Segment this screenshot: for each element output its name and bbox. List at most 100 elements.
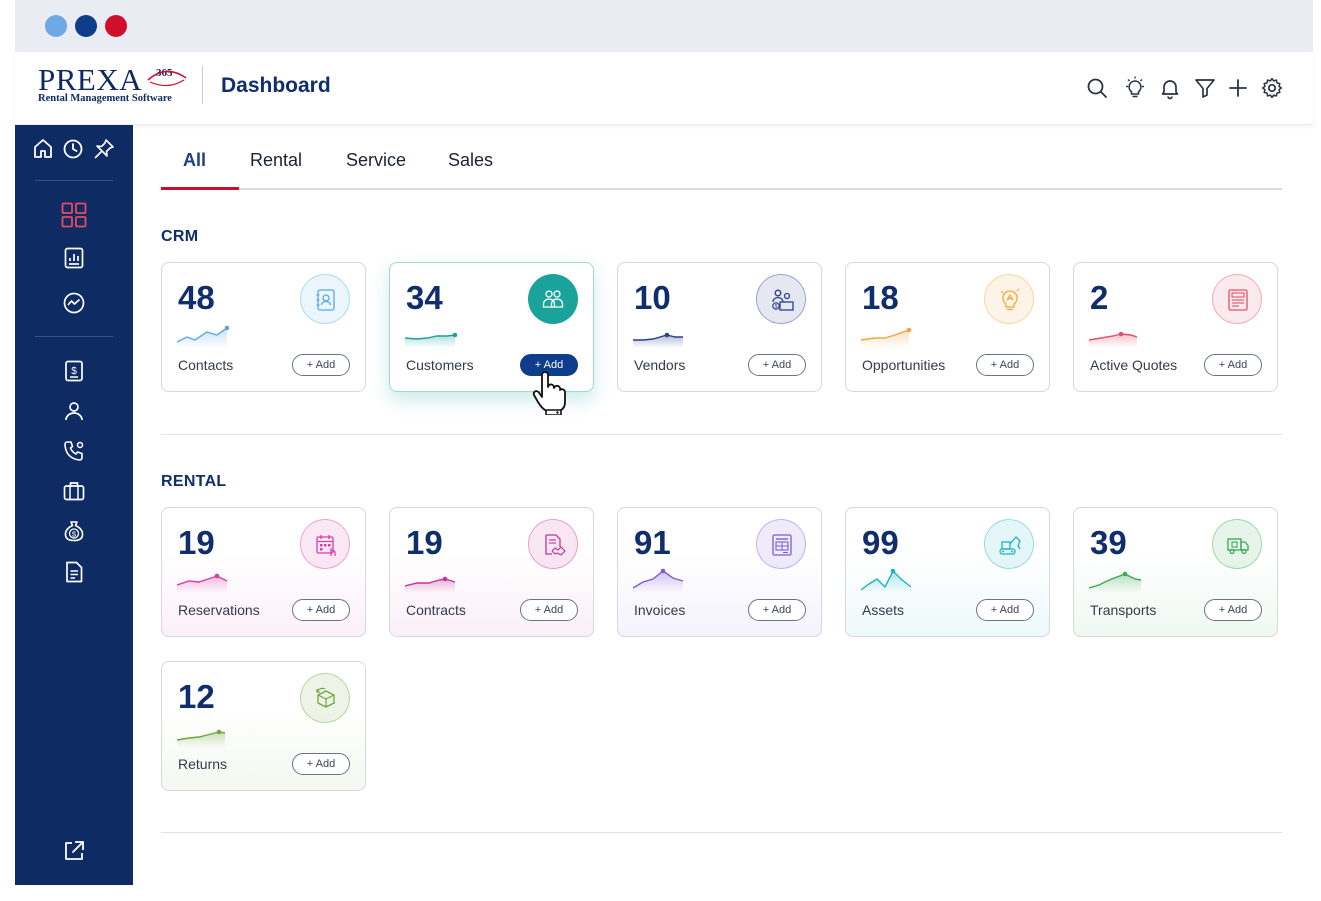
add-vendor-button[interactable]: + Add <box>748 354 806 376</box>
add-button-label: Add <box>771 604 792 616</box>
sparkline <box>405 332 457 348</box>
card-value: 18 <box>862 279 899 316</box>
add-button-label: Add <box>1227 359 1248 371</box>
prexa-logo[interactable]: PREXA 365 Rental Management Software <box>38 64 188 106</box>
filter-icon[interactable] <box>1193 76 1217 100</box>
user-icon[interactable] <box>62 399 86 423</box>
card-vendors[interactable]: 10 $ Vendors + Add <box>617 262 822 392</box>
section-divider <box>161 832 1282 833</box>
card-value: 99 <box>862 524 899 561</box>
card-label: Transports <box>1090 602 1157 618</box>
document-icon[interactable] <box>62 560 86 584</box>
sparkline <box>861 568 912 593</box>
lightbulb-icon[interactable] <box>1123 76 1147 100</box>
add-reservation-button[interactable]: + Add <box>292 599 350 621</box>
gear-icon[interactable] <box>1260 76 1284 100</box>
sparkline-area <box>177 576 227 593</box>
window-close-dot[interactable] <box>105 15 127 37</box>
home-icon[interactable] <box>31 137 55 161</box>
plus-icon[interactable] <box>1226 76 1250 100</box>
clock-icon[interactable] <box>61 137 85 161</box>
tab-sales[interactable]: Sales <box>448 150 494 170</box>
sparkline-point <box>1122 571 1128 577</box>
sparkline-point <box>664 332 670 338</box>
billing-icon[interactable]: $ <box>62 359 86 383</box>
card-label: Invoices <box>634 602 686 618</box>
card-value: 2 <box>1090 279 1109 316</box>
svg-text:$: $ <box>72 530 77 539</box>
add-return-button[interactable]: + Add <box>292 753 350 775</box>
active-tab-indicator <box>161 187 239 190</box>
dashboard-grid-icon[interactable] <box>61 202 87 228</box>
sparkline <box>633 332 683 348</box>
card-returns[interactable]: 12 Returns + Add <box>161 661 366 791</box>
sparkline <box>633 568 684 593</box>
bell-icon[interactable] <box>1158 76 1182 100</box>
category-tabs: All Rental Service Sales <box>161 138 1282 190</box>
phone-icon[interactable] <box>62 439 86 463</box>
sparkline-point <box>442 576 448 582</box>
header-divider <box>202 66 203 104</box>
sparkline-area <box>177 328 227 348</box>
add-customer-button[interactable]: + Add <box>520 354 578 376</box>
card-transports[interactable]: 39 Transports + Add <box>1073 507 1278 637</box>
card-customers[interactable]: 34 Customers + Add <box>389 262 594 415</box>
add-transport-button[interactable]: + Add <box>1204 599 1262 621</box>
sparkline <box>177 729 226 747</box>
contacts-book-icon <box>300 274 350 324</box>
add-asset-button[interactable]: + Add <box>976 599 1034 621</box>
window-minimize-dot[interactable] <box>45 15 67 37</box>
tab-rental[interactable]: Rental <box>250 150 303 170</box>
card-value: 48 <box>178 279 215 316</box>
report-icon[interactable] <box>62 246 86 270</box>
search-icon[interactable] <box>1085 76 1109 100</box>
sparkline-area <box>405 335 455 348</box>
add-button-label: Add <box>999 359 1020 371</box>
card-contacts[interactable]: 48 Contacts + Add <box>161 262 366 392</box>
tab-service[interactable]: Service <box>346 150 407 170</box>
card-active-quotes[interactable]: 2 Active Quotes + Add <box>1073 262 1278 392</box>
quotes-icon <box>1212 274 1262 324</box>
card-opportunities[interactable]: 18 Opportunities + Add <box>845 262 1050 392</box>
card-label: Reservations <box>178 602 260 618</box>
card-value: 34 <box>406 279 443 316</box>
add-contact-button[interactable]: + Add <box>292 354 350 376</box>
add-button-label: Add <box>999 604 1020 616</box>
card-reservations[interactable]: 19 Reservations + Add <box>161 507 366 637</box>
sparkline-point <box>216 729 222 735</box>
card-assets[interactable]: 99 Assets + Add <box>845 507 1050 637</box>
external-link-icon[interactable] <box>62 839 86 863</box>
return-box-icon <box>300 673 350 723</box>
add-invoice-button[interactable]: + Add <box>748 599 806 621</box>
sparkline-area <box>1089 574 1141 593</box>
invoice-icon <box>756 519 806 569</box>
sparkline-line <box>861 329 910 341</box>
add-opportunity-button[interactable]: + Add <box>976 354 1034 376</box>
logo-word: PREXA <box>38 62 143 97</box>
pin-icon[interactable] <box>92 137 116 161</box>
sparkline-line <box>633 334 683 341</box>
analytics-icon[interactable] <box>62 291 86 315</box>
briefcase-icon[interactable] <box>62 479 86 503</box>
title-bar <box>15 0 1313 52</box>
sparkline-point <box>1118 331 1124 337</box>
hand-cursor-icon <box>532 371 566 415</box>
svg-text:$: $ <box>71 366 77 377</box>
add-button-label: Add <box>315 758 336 770</box>
logo-swoosh-icon <box>147 70 187 87</box>
tab-all[interactable]: All <box>183 150 207 170</box>
add-contract-button[interactable]: + Add <box>520 599 578 621</box>
customers-group-icon <box>528 274 578 324</box>
sparkline-line <box>861 569 912 591</box>
card-label: Opportunities <box>862 357 946 373</box>
sparkline <box>861 327 912 348</box>
card-invoices[interactable]: 91 Invoices + Add <box>617 507 822 637</box>
card-value: 12 <box>178 678 215 715</box>
window-maximize-dot[interactable] <box>75 15 97 37</box>
sparkline-area <box>405 579 455 593</box>
sidebar: $ $ <box>15 125 133 885</box>
add-quote-button[interactable]: + Add <box>1204 354 1262 376</box>
money-icon[interactable]: $ <box>62 519 86 543</box>
sparkline-point <box>906 327 912 333</box>
card-contracts[interactable]: 19 Contracts + Add <box>389 507 594 637</box>
